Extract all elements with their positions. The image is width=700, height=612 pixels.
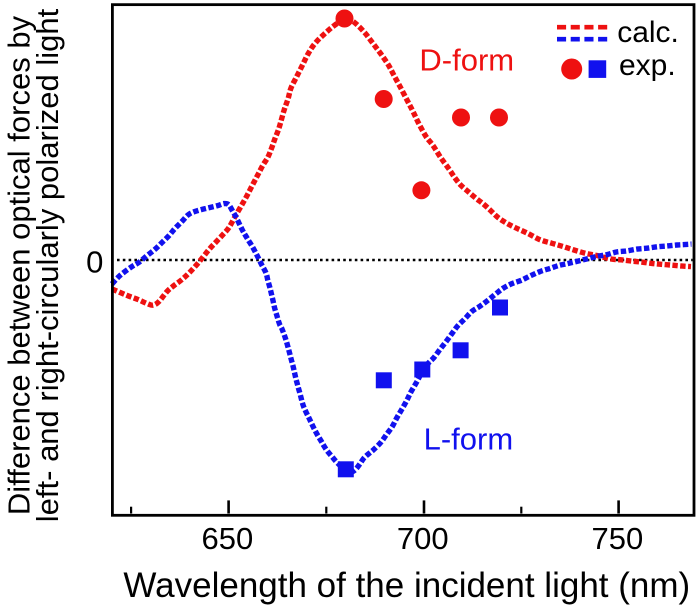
svg-text:L-form: L-form bbox=[424, 421, 514, 456]
svg-text:0: 0 bbox=[86, 245, 103, 280]
svg-text:750: 750 bbox=[592, 521, 644, 556]
svg-text:exp.: exp. bbox=[619, 49, 676, 82]
svg-text:650: 650 bbox=[202, 521, 254, 556]
svg-text:700: 700 bbox=[397, 521, 449, 556]
svg-text:calc.: calc. bbox=[617, 16, 679, 49]
svg-text:D-form: D-form bbox=[419, 43, 514, 78]
svg-text:Difference between optical for: Difference between optical forces byleft… bbox=[2, 8, 66, 522]
svg-text:Wavelength of the incident lig: Wavelength of the incident light (nm) bbox=[123, 566, 690, 605]
